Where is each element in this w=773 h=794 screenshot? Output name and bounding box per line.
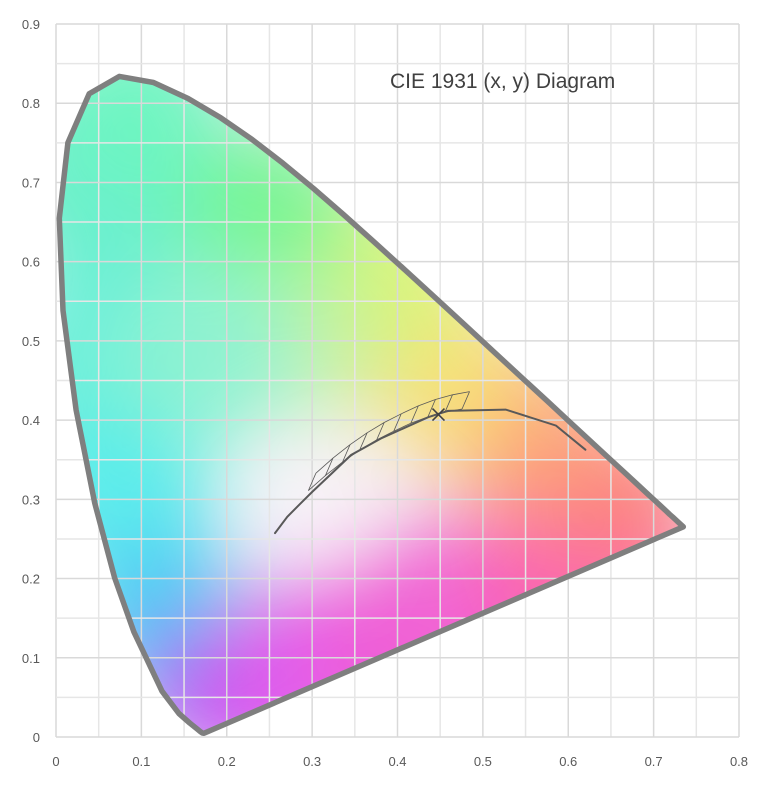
x-tick-label: 0.4 bbox=[388, 754, 406, 769]
y-tick-label: 0.8 bbox=[22, 96, 40, 111]
y-tick-label: 0.2 bbox=[22, 572, 40, 587]
quadrangle-divider bbox=[359, 432, 368, 451]
spectral-locus-group bbox=[56, 73, 687, 736]
quadrangle-divider bbox=[427, 399, 436, 418]
x-tick-label: 0.1 bbox=[132, 754, 150, 769]
y-tick-label: 0.4 bbox=[22, 413, 40, 428]
marker-group bbox=[431, 407, 446, 422]
y-tick-label: 0.5 bbox=[22, 334, 40, 349]
tick-labels: 0 0.1 0.2 0.3 0.4 0.5 0.6 0.7 0.8 0 0.1 0.2 0.3 0.4 0.… bbox=[22, 17, 748, 769]
quadrangle-divider bbox=[308, 473, 317, 491]
spectral-locus bbox=[56, 73, 687, 736]
y-tick-label: 0.9 bbox=[22, 17, 40, 32]
color-blob bbox=[115, 262, 304, 451]
quadrangle-divider bbox=[461, 391, 470, 410]
x-tick-label: 0.3 bbox=[303, 754, 321, 769]
y-tick-label: 0 bbox=[33, 730, 40, 745]
quadrangle-upper-edge bbox=[315, 391, 470, 474]
quadrangle-divider bbox=[376, 422, 385, 441]
quadrangle-divider bbox=[325, 457, 334, 476]
x-tick-label: 0.5 bbox=[474, 754, 492, 769]
quadrangle-lower-edge bbox=[308, 408, 463, 491]
x-tick-label: 0.8 bbox=[730, 754, 748, 769]
marker-x-stroke bbox=[431, 407, 446, 422]
quadrangle-divider bbox=[410, 405, 419, 424]
quadrangle-divider bbox=[342, 444, 351, 463]
quadrangle-divider bbox=[393, 413, 402, 432]
y-tick-label: 0.7 bbox=[22, 175, 40, 190]
planckian-locus-group bbox=[274, 391, 587, 535]
chart-title: CIE 1931 (x, y) Diagram bbox=[390, 70, 615, 93]
y-tick-label: 0.3 bbox=[22, 492, 40, 507]
quadrangle-divider bbox=[444, 394, 453, 413]
x-tick-label: 0 bbox=[52, 754, 59, 769]
x-tick-label: 0.2 bbox=[218, 754, 236, 769]
x-tick-label: 0.7 bbox=[645, 754, 663, 769]
y-tick-label: 0.1 bbox=[22, 651, 40, 666]
x-tick-label: 0.6 bbox=[559, 754, 577, 769]
y-tick-label: 0.6 bbox=[22, 255, 40, 270]
